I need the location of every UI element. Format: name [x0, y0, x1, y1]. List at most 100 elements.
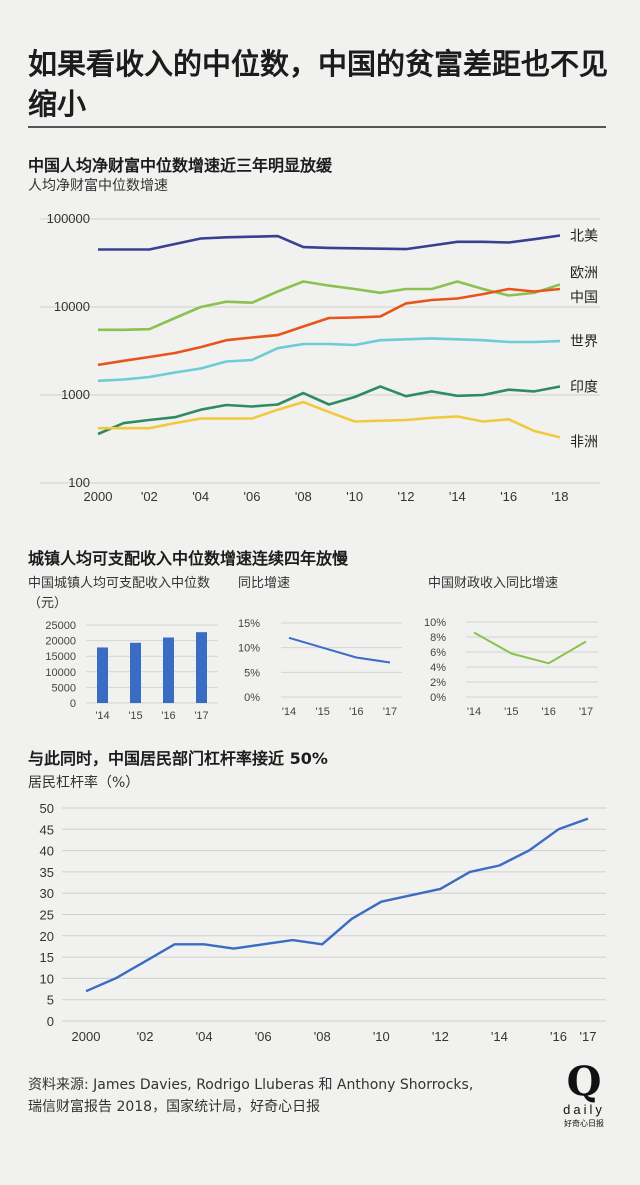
x-tick-label: '17: [580, 1029, 597, 1044]
y-tick-label: 45: [40, 822, 54, 837]
bar: [163, 637, 174, 703]
wealth-chart-title: 中国人均净财富中位数增速近三年明显放缓: [28, 156, 333, 175]
y-tick-label: 2%: [430, 677, 446, 689]
qdaily-logo: Q daily 好奇心日报: [556, 1062, 612, 1138]
x-tick-label: '17: [194, 710, 208, 722]
series-line: [98, 234, 561, 251]
y-tick-label: 0%: [430, 692, 446, 704]
source-line-2: 瑞信财富报告 2018，国家统计局，好奇心日报: [28, 1099, 321, 1115]
source-line-1: 资料来源: James Davies, Rodrigo Lluberas 和 A…: [28, 1077, 474, 1093]
x-tick-label: '14: [467, 706, 481, 718]
income-section-title: 城镇人均可支配收入中位数增速连续四年放慢: [28, 549, 349, 568]
x-tick-label: '15: [504, 706, 518, 718]
x-tick-label: '06: [244, 489, 261, 504]
series-line: [98, 400, 561, 439]
x-tick-label: '17: [383, 706, 397, 718]
x-tick-label: '12: [432, 1029, 449, 1044]
y-tick-label: 15: [40, 950, 54, 965]
x-tick-label: '14: [282, 706, 296, 718]
y-tick-label: 100000: [47, 211, 90, 226]
x-tick-label: '04: [196, 1029, 213, 1044]
series-line: [97, 337, 561, 383]
x-tick-label: '16: [500, 489, 517, 504]
series-line: [288, 636, 391, 664]
y-tick-label: 5%: [244, 667, 260, 679]
x-tick-label: '02: [137, 1029, 154, 1044]
income-bar-chart-title: 中国城镇人均可支配收入中位数（元）: [28, 576, 211, 611]
y-tick-label: 10: [40, 971, 54, 986]
series-line: [473, 631, 587, 665]
y-tick-label: 10000: [45, 667, 76, 679]
x-tick-label: 2000: [72, 1029, 101, 1044]
bar: [97, 647, 108, 703]
x-tick-label: '08: [295, 489, 312, 504]
y-tick-label: 6%: [430, 647, 446, 659]
x-tick-label: 2000: [84, 489, 113, 504]
bar: [196, 632, 207, 703]
x-tick-label: '16: [349, 706, 363, 718]
y-tick-label: 8%: [430, 632, 446, 644]
bar: [130, 642, 141, 703]
y-tick-label: 10%: [424, 617, 446, 629]
x-tick-label: '14: [95, 710, 109, 722]
series-label: 非洲: [570, 434, 598, 450]
series-label: 北美: [570, 228, 598, 244]
y-tick-label: 5: [47, 993, 54, 1008]
wealth-chart-ylabel: 人均净财富中位数增速: [28, 178, 168, 194]
y-tick-label: 40: [40, 844, 54, 859]
leverage-chart-ylabel: 居民杠杆率（%）: [28, 775, 140, 791]
series-label: 印度: [570, 379, 598, 395]
series-line: [97, 287, 561, 367]
x-tick-label: '15: [315, 706, 329, 718]
logo-word: daily: [563, 1102, 605, 1117]
x-tick-label: '04: [192, 489, 209, 504]
y-tick-label: 25: [40, 908, 54, 923]
series-line: [98, 280, 561, 332]
x-tick-label: '06: [255, 1029, 272, 1044]
x-tick-label: '15: [128, 710, 142, 722]
yoy-growth-line-chart: 15% 10% 5% 0% '14 '15 '16 '17: [238, 618, 402, 718]
x-tick-label: '14: [449, 489, 466, 504]
title-divider: [28, 126, 606, 128]
y-tick-label: 15000: [45, 651, 76, 663]
y-tick-label: 30: [40, 886, 54, 901]
logo-mark: Q: [566, 1058, 602, 1105]
series-label: 世界: [570, 334, 598, 350]
fiscal-revenue-chart-title: 中国财政收入同比增速: [428, 576, 559, 591]
y-tick-label: 35: [40, 865, 54, 880]
series-line: [97, 385, 561, 436]
leverage-chart-title: 与此同时，中国居民部门杠杆率接近 50%: [28, 749, 328, 768]
y-tick-label: 5000: [52, 682, 76, 694]
x-tick-label: '08: [314, 1029, 331, 1044]
y-tick-label: 0%: [244, 692, 260, 704]
y-tick-label: 4%: [430, 662, 446, 674]
series-label: 欧洲: [570, 266, 598, 282]
x-tick-label: '10: [373, 1029, 390, 1044]
income-bar-chart: 25000 20000 15000 10000 5000 0 '14 '15 '16 '17: [45, 620, 218, 722]
x-tick-label: '18: [552, 489, 569, 504]
x-tick-label: '10: [346, 489, 363, 504]
y-tick-label: 0: [70, 698, 76, 710]
y-tick-label: 10000: [54, 299, 90, 314]
y-tick-label: 20000: [45, 636, 76, 648]
x-tick-label: '17: [579, 706, 593, 718]
headline: 如果看收入的中位数，中国的贫富差距也不见缩小: [28, 47, 609, 121]
y-tick-label: 25000: [45, 620, 76, 632]
series-label: 中国: [570, 290, 598, 306]
y-tick-label: 20: [40, 929, 54, 944]
source-note: 资料来源: James Davies, Rodrigo Lluberas 和 A…: [28, 1074, 548, 1118]
x-tick-label: '16: [541, 706, 555, 718]
y-tick-label: 0: [47, 1014, 54, 1029]
y-tick-label: 10%: [238, 643, 260, 655]
y-tick-label: 1000: [61, 387, 90, 402]
x-tick-label: '16: [161, 710, 175, 722]
fiscal-revenue-line-chart: 10% 8% 6% 4% 2% 0% '14 '15 '16 '17: [424, 617, 598, 718]
yoy-growth-chart-title: 同比增速: [238, 576, 291, 591]
logo-tagline: 好奇心日报: [564, 1119, 604, 1128]
x-tick-label: '12: [398, 489, 415, 504]
series-line: [85, 817, 589, 993]
x-tick-label: '14: [491, 1029, 508, 1044]
y-tick-label: 50: [40, 801, 54, 816]
